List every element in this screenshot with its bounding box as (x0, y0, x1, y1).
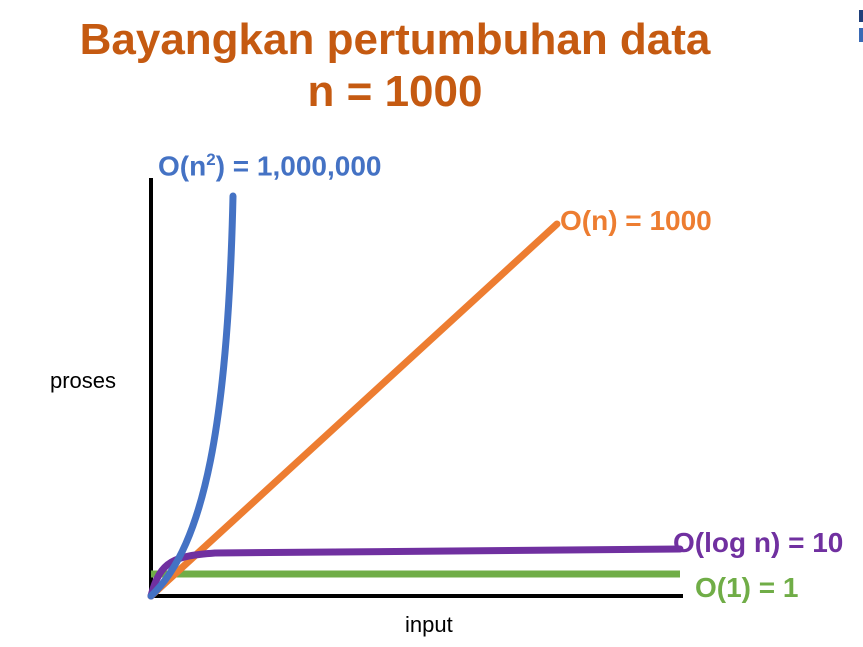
logo-fragment (859, 28, 863, 42)
curve-log (147, 545, 684, 600)
label-constant: O(1) = 1 (695, 572, 799, 603)
label-n-squared-rest: ) = 1,000,000 (215, 150, 382, 182)
slide-title: Bayangkan pertumbuhan data (79, 15, 711, 64)
label-log: O(log n) = 10 (673, 527, 844, 558)
slide-subtitle: n = 1000 (307, 67, 483, 116)
y-axis-label: proses (50, 368, 117, 393)
label-linear: O(n) = 1000 (560, 205, 712, 236)
label-n-squared-exp: 2 (206, 150, 216, 169)
label-n-squared-base: O(n (158, 150, 207, 182)
label-n-squared: O(n2) = 1,000,000 (158, 150, 382, 182)
x-axis-label: input (405, 612, 453, 637)
curve-n-squared (147, 192, 237, 600)
curve-linear (147, 220, 561, 600)
logo-fragment (859, 10, 863, 22)
